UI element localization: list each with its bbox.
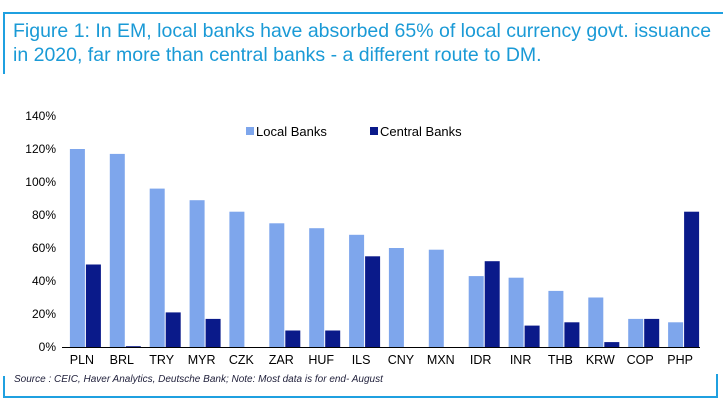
- bar-local-banks-php: [668, 322, 684, 348]
- y-tick-label: 100%: [25, 175, 56, 189]
- bar-central-banks-php: [684, 211, 700, 347]
- legend-swatch-local-banks: [246, 127, 254, 135]
- bar-local-banks-czk: [229, 211, 245, 347]
- x-tick-label-cny: CNY: [388, 353, 415, 367]
- bar-central-banks-inr: [524, 325, 540, 347]
- legend-label-central-banks: Central Banks: [380, 124, 462, 139]
- bar-central-banks-idr: [484, 261, 500, 347]
- bar-central-banks-myr: [205, 318, 221, 347]
- bar-central-banks-try: [165, 312, 181, 347]
- y-tick-label: 40%: [32, 274, 56, 288]
- bar-central-banks-zar: [285, 330, 301, 347]
- x-tick-label-krw: KRW: [586, 353, 615, 367]
- bar-local-banks-cny: [388, 248, 404, 347]
- bar-local-banks-mxn: [428, 249, 444, 347]
- footer-frame-right-border: [716, 374, 718, 398]
- legend: Local Banks Central Banks: [246, 124, 462, 139]
- source-note: Source : CEIC, Haver Analytics, Deutsche…: [14, 374, 383, 385]
- y-tick-label: 20%: [32, 307, 56, 321]
- bar-local-banks-zar: [269, 223, 285, 348]
- x-tick-label-cop: COP: [627, 353, 654, 367]
- bar-central-banks-brl: [125, 346, 141, 347]
- figure-title: Figure 1: In EM, local banks have absorb…: [13, 20, 712, 66]
- x-tick-label-try: TRY: [149, 353, 174, 367]
- x-tick-label-inr: INR: [510, 353, 532, 367]
- bar-local-banks-try: [149, 188, 165, 347]
- footer-frame-left-border: [3, 376, 5, 398]
- bar-central-banks-huf: [325, 330, 341, 347]
- bar-local-banks-inr: [508, 277, 524, 347]
- bar-local-banks-pln: [69, 149, 85, 347]
- bar-central-banks-thb: [564, 322, 580, 348]
- y-tick-label: 120%: [25, 142, 56, 156]
- x-tick-label-ils: ILS: [352, 353, 371, 367]
- title-frame-left-border: [3, 12, 5, 74]
- bar-local-banks-huf: [309, 228, 325, 347]
- bar-local-banks-brl: [109, 153, 125, 347]
- y-tick-label: 0%: [39, 340, 57, 354]
- legend-swatch-central-banks: [370, 127, 378, 135]
- y-axis-ticks: 0% 20% 40% 60% 80% 100% 120% 140%: [25, 109, 56, 354]
- bar-central-banks-pln: [85, 264, 101, 347]
- x-tick-label-thb: THB: [548, 353, 573, 367]
- x-tick-label-huf: HUF: [308, 353, 334, 367]
- x-axis-ticks: PLN BRL TRY MYR CZK ZAR HUF ILS CNY MXN IDR INR THB K…: [70, 353, 693, 367]
- bar-local-banks-thb: [548, 290, 564, 347]
- bar-local-banks-idr: [468, 276, 484, 347]
- y-tick-label: 140%: [25, 109, 56, 123]
- bar-central-banks-ils: [365, 256, 381, 348]
- y-tick-label: 60%: [32, 241, 56, 255]
- x-tick-label-idr: IDR: [470, 353, 492, 367]
- bar-central-banks-cop: [644, 318, 660, 347]
- x-tick-label-brl: BRL: [110, 353, 134, 367]
- bars: [69, 149, 700, 348]
- footer-frame-bottom-border: [3, 396, 718, 398]
- legend-label-local-banks: Local Banks: [256, 124, 327, 139]
- x-tick-label-zar: ZAR: [269, 353, 294, 367]
- bar-local-banks-myr: [189, 200, 205, 347]
- y-tick-label: 80%: [32, 208, 56, 222]
- bar-local-banks-ils: [349, 234, 365, 347]
- bar-local-banks-cop: [628, 318, 644, 347]
- bar-local-banks-krw: [588, 297, 604, 347]
- x-tick-label-pln: PLN: [70, 353, 94, 367]
- bar-central-banks-krw: [604, 342, 620, 347]
- x-tick-label-myr: MYR: [188, 353, 216, 367]
- x-tick-label-mxn: MXN: [427, 353, 455, 367]
- title-frame-top-border: [3, 12, 723, 14]
- x-tick-label-php: PHP: [667, 353, 693, 367]
- x-tick-label-czk: CZK: [229, 353, 255, 367]
